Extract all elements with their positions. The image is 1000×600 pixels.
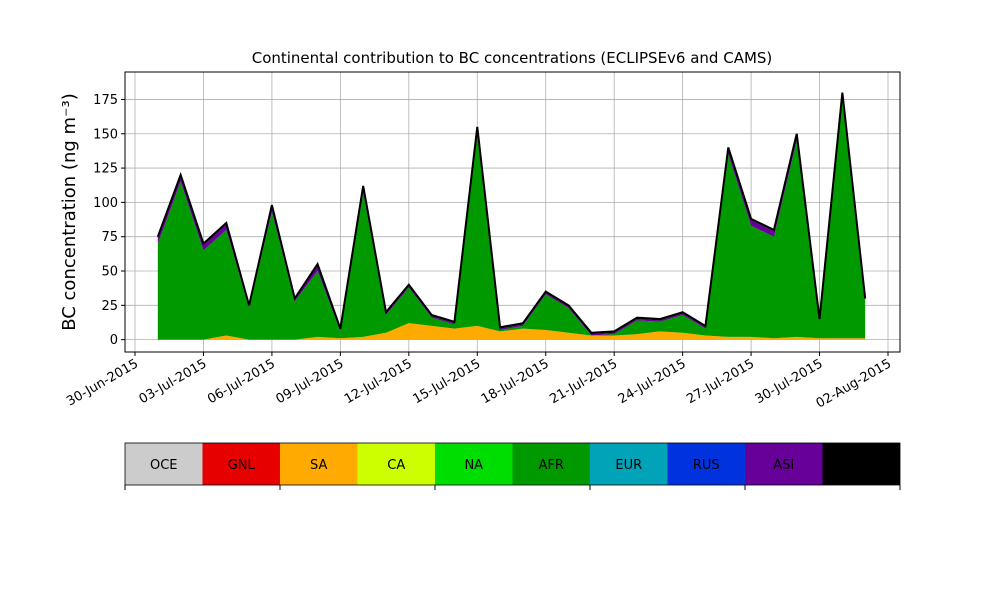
legend-swatch — [435, 443, 513, 485]
x-tick-label: 12-Jul-2015 — [342, 356, 415, 407]
legend-label: CA — [387, 458, 405, 473]
legend-swatch — [512, 443, 590, 485]
y-tick-label: 175 — [93, 93, 118, 108]
y-tick-label: 100 — [93, 196, 118, 211]
legend-swatch — [822, 443, 900, 485]
legend-label: GNL — [228, 458, 256, 473]
area — [157, 99, 866, 340]
legend-label: ASI — [773, 458, 794, 473]
legend-swatch — [202, 443, 280, 485]
chart-title: Continental contribution to BC concentra… — [252, 49, 773, 67]
y-tick-label: 150 — [93, 127, 118, 142]
y-tick-label: 25 — [101, 299, 118, 314]
legend-swatch — [357, 443, 435, 485]
legend-swatch — [125, 443, 203, 485]
legend-frame — [124, 442, 901, 486]
legend-swatch — [590, 443, 668, 485]
legend-label: AUS — [848, 458, 875, 473]
plot-frame — [124, 71, 901, 353]
area — [157, 323, 866, 340]
x-tick-label: 02-Aug-2015 — [814, 356, 894, 411]
legend-label: NA — [464, 458, 483, 473]
x-tick-label: 03-Jul-2015 — [137, 356, 210, 407]
y-tick-label: 50 — [101, 265, 118, 280]
y-tick-label: 75 — [101, 230, 118, 245]
legend-swatch — [745, 443, 823, 485]
x-tick-label: 30-Jun-2015 — [64, 356, 141, 409]
plot-area: 0 25 50 75 100 125 150 175 30-Jun-201503-Jul-201… — [64, 71, 901, 412]
x-tick-label: 06-Jul-2015 — [205, 356, 278, 407]
legend-label: EUR — [615, 458, 642, 473]
x-tick-label: 15-Jul-2015 — [410, 356, 483, 407]
x-tick-label: 09-Jul-2015 — [274, 356, 347, 407]
x-tick-label: 27-Jul-2015 — [684, 356, 757, 407]
y-axis-label: BC concentration (ng m⁻³) — [59, 93, 80, 331]
legend-label: RUS — [693, 458, 720, 473]
legend-swatch — [667, 443, 745, 485]
y-tick-label: 125 — [93, 162, 118, 177]
legend-label: OCE — [150, 458, 178, 473]
x-tick-label: 24-Jul-2015 — [616, 356, 689, 407]
legend-swatch — [280, 443, 358, 485]
x-tick-label: 18-Jul-2015 — [479, 356, 552, 407]
x-tick-label: 21-Jul-2015 — [547, 356, 620, 407]
y-tick-label: 0 — [110, 333, 118, 348]
legend-label: AFR — [539, 458, 564, 473]
total-line — [156, 92, 867, 334]
legend-label: SA — [310, 458, 327, 473]
